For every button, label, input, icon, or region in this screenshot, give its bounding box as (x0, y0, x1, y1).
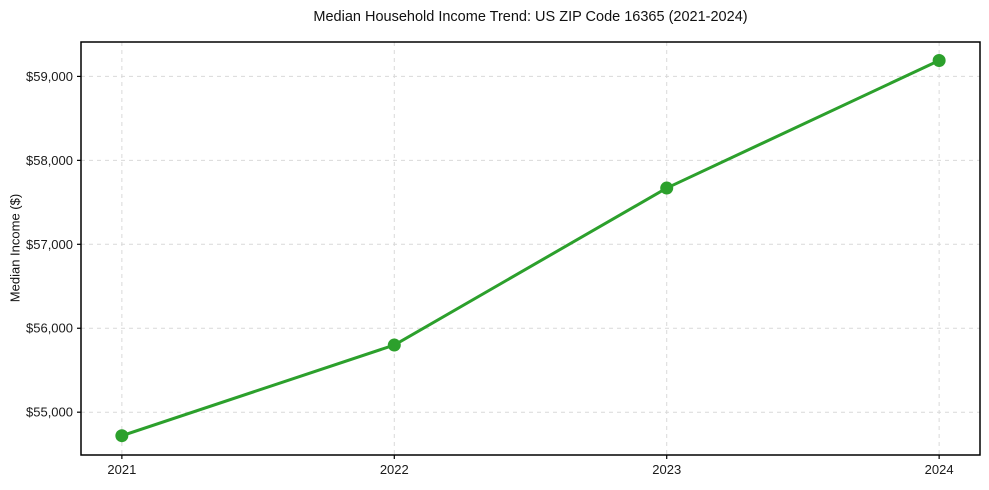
x-tick-label: 2024 (925, 462, 954, 477)
plot-border (80, 41, 981, 456)
y-tick-label: $56,000 (26, 321, 73, 336)
data-point-2023 (660, 181, 674, 195)
y-tick-label: $55,000 (26, 405, 73, 420)
data-point-2022 (387, 338, 401, 352)
y-tick-label: $58,000 (26, 153, 73, 168)
y-tick-label: $57,000 (26, 237, 73, 252)
data-point-2021 (115, 429, 129, 443)
income-trend-line (120, 58, 941, 438)
data-point-2024 (932, 53, 946, 67)
chart-title: Median Household Income Trend: US ZIP Co… (313, 9, 748, 25)
y-tick-label: $59,000 (26, 69, 73, 84)
x-tick-label: 2023 (652, 462, 681, 477)
x-tick-label: 2022 (380, 462, 409, 477)
x-tick-label: 2021 (107, 462, 136, 477)
